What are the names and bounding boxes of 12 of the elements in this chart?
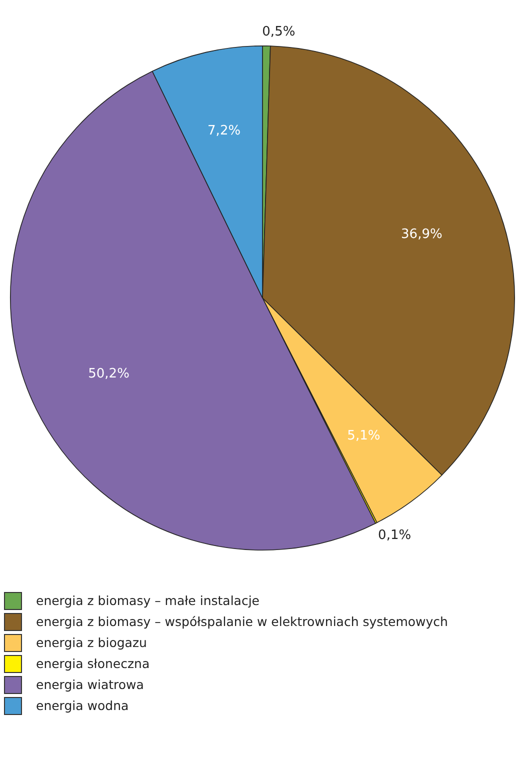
legend-label: energia z biomasy – współspalanie w elektrowniach systemowych: [36, 614, 448, 629]
data-label: 7,2%: [208, 123, 241, 138]
legend-label: energia z biogazu: [36, 635, 147, 650]
data-label: 36,9%: [401, 226, 442, 242]
legend-label: energia z biomasy – małe instalacje: [36, 593, 260, 608]
data-label: 0,1%: [378, 528, 412, 543]
data-label: 0,5%: [262, 24, 296, 40]
data-label: 5,1%: [347, 428, 380, 444]
data-label: 50,2%: [88, 366, 130, 382]
legend-label: energia wodna: [36, 698, 129, 713]
legend-label: energia słoneczna: [36, 656, 150, 671]
legend-label: energia wiatrowa: [36, 677, 144, 692]
